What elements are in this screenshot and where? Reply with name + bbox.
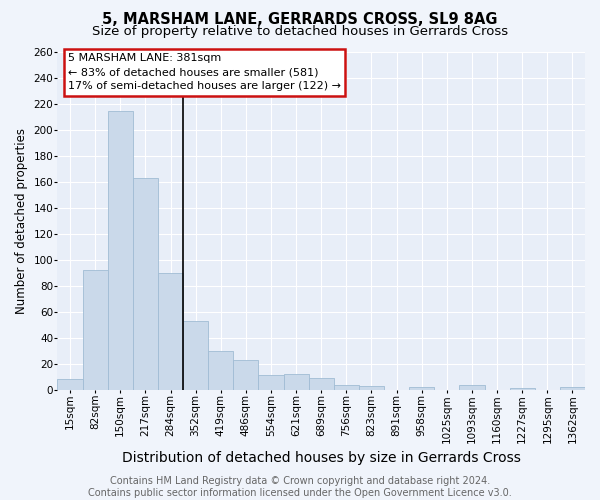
Bar bbox=[460, 384, 485, 390]
Bar bbox=[158, 272, 183, 390]
Y-axis label: Number of detached properties: Number of detached properties bbox=[15, 128, 28, 314]
Bar bbox=[183, 321, 208, 390]
Text: Size of property relative to detached houses in Gerrards Cross: Size of property relative to detached ho… bbox=[92, 25, 508, 38]
Text: Contains HM Land Registry data © Crown copyright and database right 2024.
Contai: Contains HM Land Registry data © Crown c… bbox=[88, 476, 512, 498]
Bar bbox=[409, 387, 434, 390]
Text: 5, MARSHAM LANE, GERRARDS CROSS, SL9 8AG: 5, MARSHAM LANE, GERRARDS CROSS, SL9 8AG bbox=[102, 12, 498, 28]
Bar bbox=[284, 374, 308, 390]
Bar bbox=[308, 378, 334, 390]
Bar bbox=[509, 388, 535, 390]
Bar bbox=[133, 178, 158, 390]
Bar bbox=[83, 270, 108, 390]
Bar bbox=[108, 112, 133, 390]
Text: 5 MARSHAM LANE: 381sqm
← 83% of detached houses are smaller (581)
17% of semi-de: 5 MARSHAM LANE: 381sqm ← 83% of detached… bbox=[68, 53, 341, 91]
Bar bbox=[359, 386, 384, 390]
Bar bbox=[58, 380, 83, 390]
Bar bbox=[560, 387, 585, 390]
Bar bbox=[259, 376, 284, 390]
Bar bbox=[208, 350, 233, 390]
X-axis label: Distribution of detached houses by size in Gerrards Cross: Distribution of detached houses by size … bbox=[122, 451, 521, 465]
Bar bbox=[334, 384, 359, 390]
Bar bbox=[233, 360, 259, 390]
